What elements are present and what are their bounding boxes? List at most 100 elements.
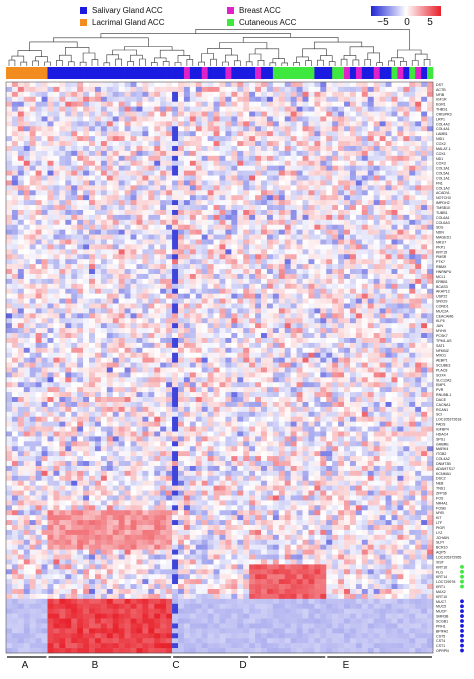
heatmap-cell (172, 195, 179, 201)
heatmap-cell (243, 190, 250, 196)
heatmap-cell (385, 392, 392, 398)
heatmap-cell (379, 244, 386, 250)
heatmap-cell (314, 313, 321, 319)
heatmap-cell (130, 224, 137, 230)
heatmap-cell (148, 96, 155, 102)
heatmap-cell (17, 401, 25, 408)
heatmap-cell (41, 387, 48, 393)
heatmap-cell (77, 195, 84, 201)
heatmap-cell (41, 308, 48, 314)
heatmap-cell (148, 121, 155, 127)
heatmap-cell (219, 333, 226, 339)
heatmap-cell (261, 106, 268, 112)
heatmap-cell (225, 372, 232, 378)
heatmap-cell (385, 111, 392, 117)
heatmap-cell (23, 180, 31, 186)
heatmap-cell (314, 298, 321, 304)
heatmap-cell (213, 362, 220, 368)
heatmap-cell (296, 372, 303, 378)
heatmap-cell (308, 397, 315, 403)
heatmap-cell (272, 357, 280, 363)
heatmap-cell (278, 244, 286, 250)
heatmap-cell (255, 283, 262, 290)
heatmap-cell (308, 323, 315, 329)
heatmap-cell (243, 195, 250, 201)
heatmap-cell (47, 278, 54, 285)
heatmap-cell (189, 229, 197, 235)
heatmap-cell (213, 229, 220, 235)
heatmap-cell (213, 145, 220, 152)
heatmap-cell (94, 155, 102, 162)
heatmap-cell (290, 219, 297, 226)
heatmap-cell (266, 145, 274, 152)
heatmap-cell (421, 254, 428, 260)
heatmap-cell (379, 86, 386, 93)
heatmap-cell (53, 352, 60, 358)
heatmap-cell (53, 303, 60, 309)
heatmap-cell (47, 195, 54, 201)
heatmap-cell (166, 264, 173, 270)
heatmap-cell (261, 160, 268, 166)
heatmap-cell (284, 214, 291, 221)
heatmap-cell (172, 86, 179, 93)
heatmap-cell (421, 224, 428, 230)
heatmap-cell (344, 288, 351, 294)
heatmap-cell (302, 82, 309, 88)
heatmap-cell (166, 180, 173, 186)
heatmap-cell (355, 387, 363, 393)
heatmap-cell (290, 150, 297, 157)
heatmap-cell (255, 278, 262, 285)
heatmap-cell (391, 313, 398, 319)
heatmap-cell (23, 397, 31, 403)
heatmap-cell (296, 141, 303, 147)
heatmap-cell (349, 397, 357, 403)
heatmap-cell (415, 136, 422, 142)
heatmap-cell (201, 347, 208, 354)
heatmap-cell (272, 106, 280, 112)
heatmap-cell (397, 150, 404, 157)
heatmap-cell (71, 200, 78, 206)
heatmap-cell (237, 205, 244, 211)
heatmap-cell (11, 190, 19, 196)
heatmap-cell (183, 116, 191, 122)
heatmap-cell (284, 273, 291, 280)
sample-type-cell (373, 67, 380, 79)
heatmap-cell (278, 333, 286, 339)
heatmap-cell (296, 165, 303, 171)
heatmap-cell (415, 190, 422, 196)
heatmap-cell (71, 96, 78, 102)
heatmap-cell (89, 229, 96, 235)
heatmap-cell (367, 342, 374, 349)
heatmap-cell (130, 313, 137, 319)
heatmap-cell (195, 392, 203, 398)
heatmap-cell (23, 170, 31, 176)
sample-type-cell (142, 67, 149, 79)
heatmap-cell (17, 362, 25, 368)
heatmap-cell (166, 357, 173, 363)
heatmap-cell (397, 155, 404, 162)
heatmap-cell (314, 145, 321, 152)
heatmap-cell (361, 86, 369, 93)
heatmap-cell (183, 219, 191, 226)
heatmap-cell (41, 362, 48, 368)
heatmap-cell (344, 101, 351, 107)
heatmap-cell (172, 116, 179, 122)
heatmap-cell (6, 387, 13, 393)
heatmap-cell (249, 155, 256, 162)
heatmap-cell (296, 357, 303, 363)
heatmap-cell (11, 318, 19, 324)
heatmap-cell (47, 303, 54, 309)
heatmap-cell (41, 200, 48, 206)
heatmap-cell (397, 111, 404, 117)
heatmap-cell (166, 303, 173, 309)
heatmap-cell (189, 121, 197, 127)
heatmap-cell (403, 116, 410, 122)
heatmap-cell (77, 323, 84, 329)
sample-type-cell (106, 67, 114, 79)
heatmap-cell (284, 224, 291, 230)
heatmap-cell (344, 387, 351, 393)
heatmap-cell (225, 214, 232, 221)
heatmap-cell (130, 91, 137, 98)
heatmap-cell (403, 362, 410, 368)
heatmap-cell (219, 318, 226, 324)
